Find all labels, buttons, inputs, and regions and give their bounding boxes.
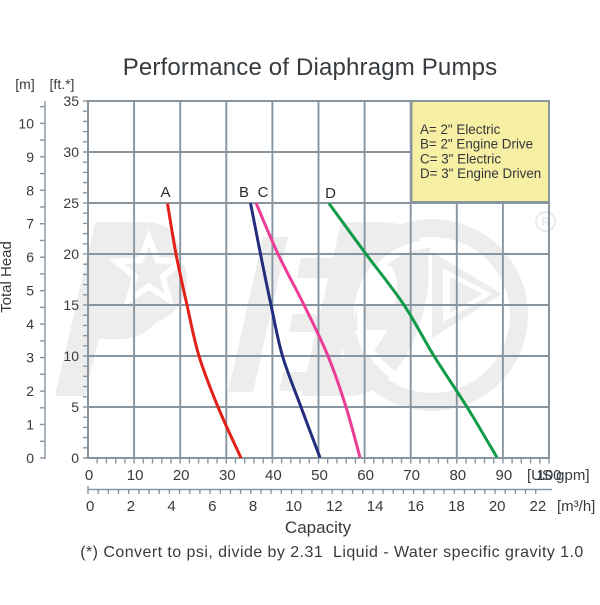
- svg-text:50: 50: [311, 467, 328, 484]
- svg-text:30: 30: [219, 467, 236, 484]
- svg-text:Performance of Diaphragm Pumps: Performance of Diaphragm Pumps: [123, 54, 498, 81]
- svg-text:2: 2: [127, 498, 135, 515]
- svg-text:8: 8: [249, 498, 257, 515]
- svg-text:6: 6: [208, 498, 216, 515]
- svg-text:70: 70: [403, 467, 420, 484]
- svg-text:20: 20: [63, 246, 79, 262]
- svg-text:16: 16: [407, 498, 424, 515]
- svg-text:10: 10: [18, 115, 34, 131]
- svg-text:20: 20: [489, 498, 506, 515]
- svg-text:A= 2" Electric: A= 2" Electric: [420, 122, 501, 137]
- svg-text:2: 2: [26, 383, 34, 399]
- svg-text:80: 80: [449, 467, 466, 484]
- svg-text:0: 0: [85, 467, 93, 484]
- svg-text:0: 0: [86, 498, 94, 515]
- svg-text:7: 7: [26, 216, 34, 232]
- svg-text:6: 6: [26, 249, 34, 265]
- svg-text:Capacity: Capacity: [285, 518, 352, 537]
- svg-text:D= 3" Engine Driven: D= 3" Engine Driven: [420, 166, 541, 181]
- svg-text:[m]: [m]: [15, 76, 34, 92]
- svg-text:4: 4: [26, 316, 34, 332]
- svg-text:C: C: [258, 184, 269, 201]
- svg-text:A: A: [160, 184, 170, 201]
- svg-text:B: B: [239, 184, 249, 201]
- svg-text:25: 25: [63, 195, 79, 211]
- svg-text:5: 5: [71, 399, 79, 415]
- svg-text:10: 10: [127, 467, 144, 484]
- svg-text:9: 9: [26, 149, 34, 165]
- svg-text:10: 10: [285, 498, 302, 515]
- svg-text:(*) Convert to psi, divide by: (*) Convert to psi, divide by 2.31 Liqui…: [80, 544, 584, 561]
- svg-text:15: 15: [63, 297, 79, 313]
- svg-text:90: 90: [496, 467, 513, 484]
- svg-text:3: 3: [26, 350, 34, 366]
- svg-text:5: 5: [26, 283, 34, 299]
- svg-text:100: 100: [536, 467, 561, 484]
- svg-text:10: 10: [63, 348, 79, 364]
- svg-text:0: 0: [71, 450, 79, 466]
- svg-text:0: 0: [26, 450, 34, 466]
- svg-text:R: R: [541, 215, 550, 229]
- svg-text:22: 22: [530, 498, 547, 515]
- svg-text:8: 8: [26, 182, 34, 198]
- svg-text:20: 20: [173, 467, 190, 484]
- svg-text:[m³/h]: [m³/h]: [557, 498, 595, 515]
- svg-text:14: 14: [367, 498, 384, 515]
- svg-text:C= 3" Electric: C= 3" Electric: [420, 151, 501, 166]
- svg-text:Total Head: Total Head: [0, 241, 15, 313]
- svg-text:40: 40: [265, 467, 282, 484]
- svg-text:B= 2" Engine Drive: B= 2" Engine Drive: [420, 137, 533, 152]
- svg-text:[ft.*]: [ft.*]: [50, 76, 75, 92]
- svg-text:D: D: [325, 185, 336, 202]
- svg-text:35: 35: [63, 93, 79, 109]
- svg-text:18: 18: [448, 498, 465, 515]
- svg-text:30: 30: [63, 144, 79, 160]
- svg-text:1: 1: [26, 417, 34, 433]
- svg-text:4: 4: [167, 498, 175, 515]
- svg-text:12: 12: [326, 498, 343, 515]
- svg-text:[US gpm]: [US gpm]: [527, 467, 590, 484]
- svg-text:60: 60: [357, 467, 374, 484]
